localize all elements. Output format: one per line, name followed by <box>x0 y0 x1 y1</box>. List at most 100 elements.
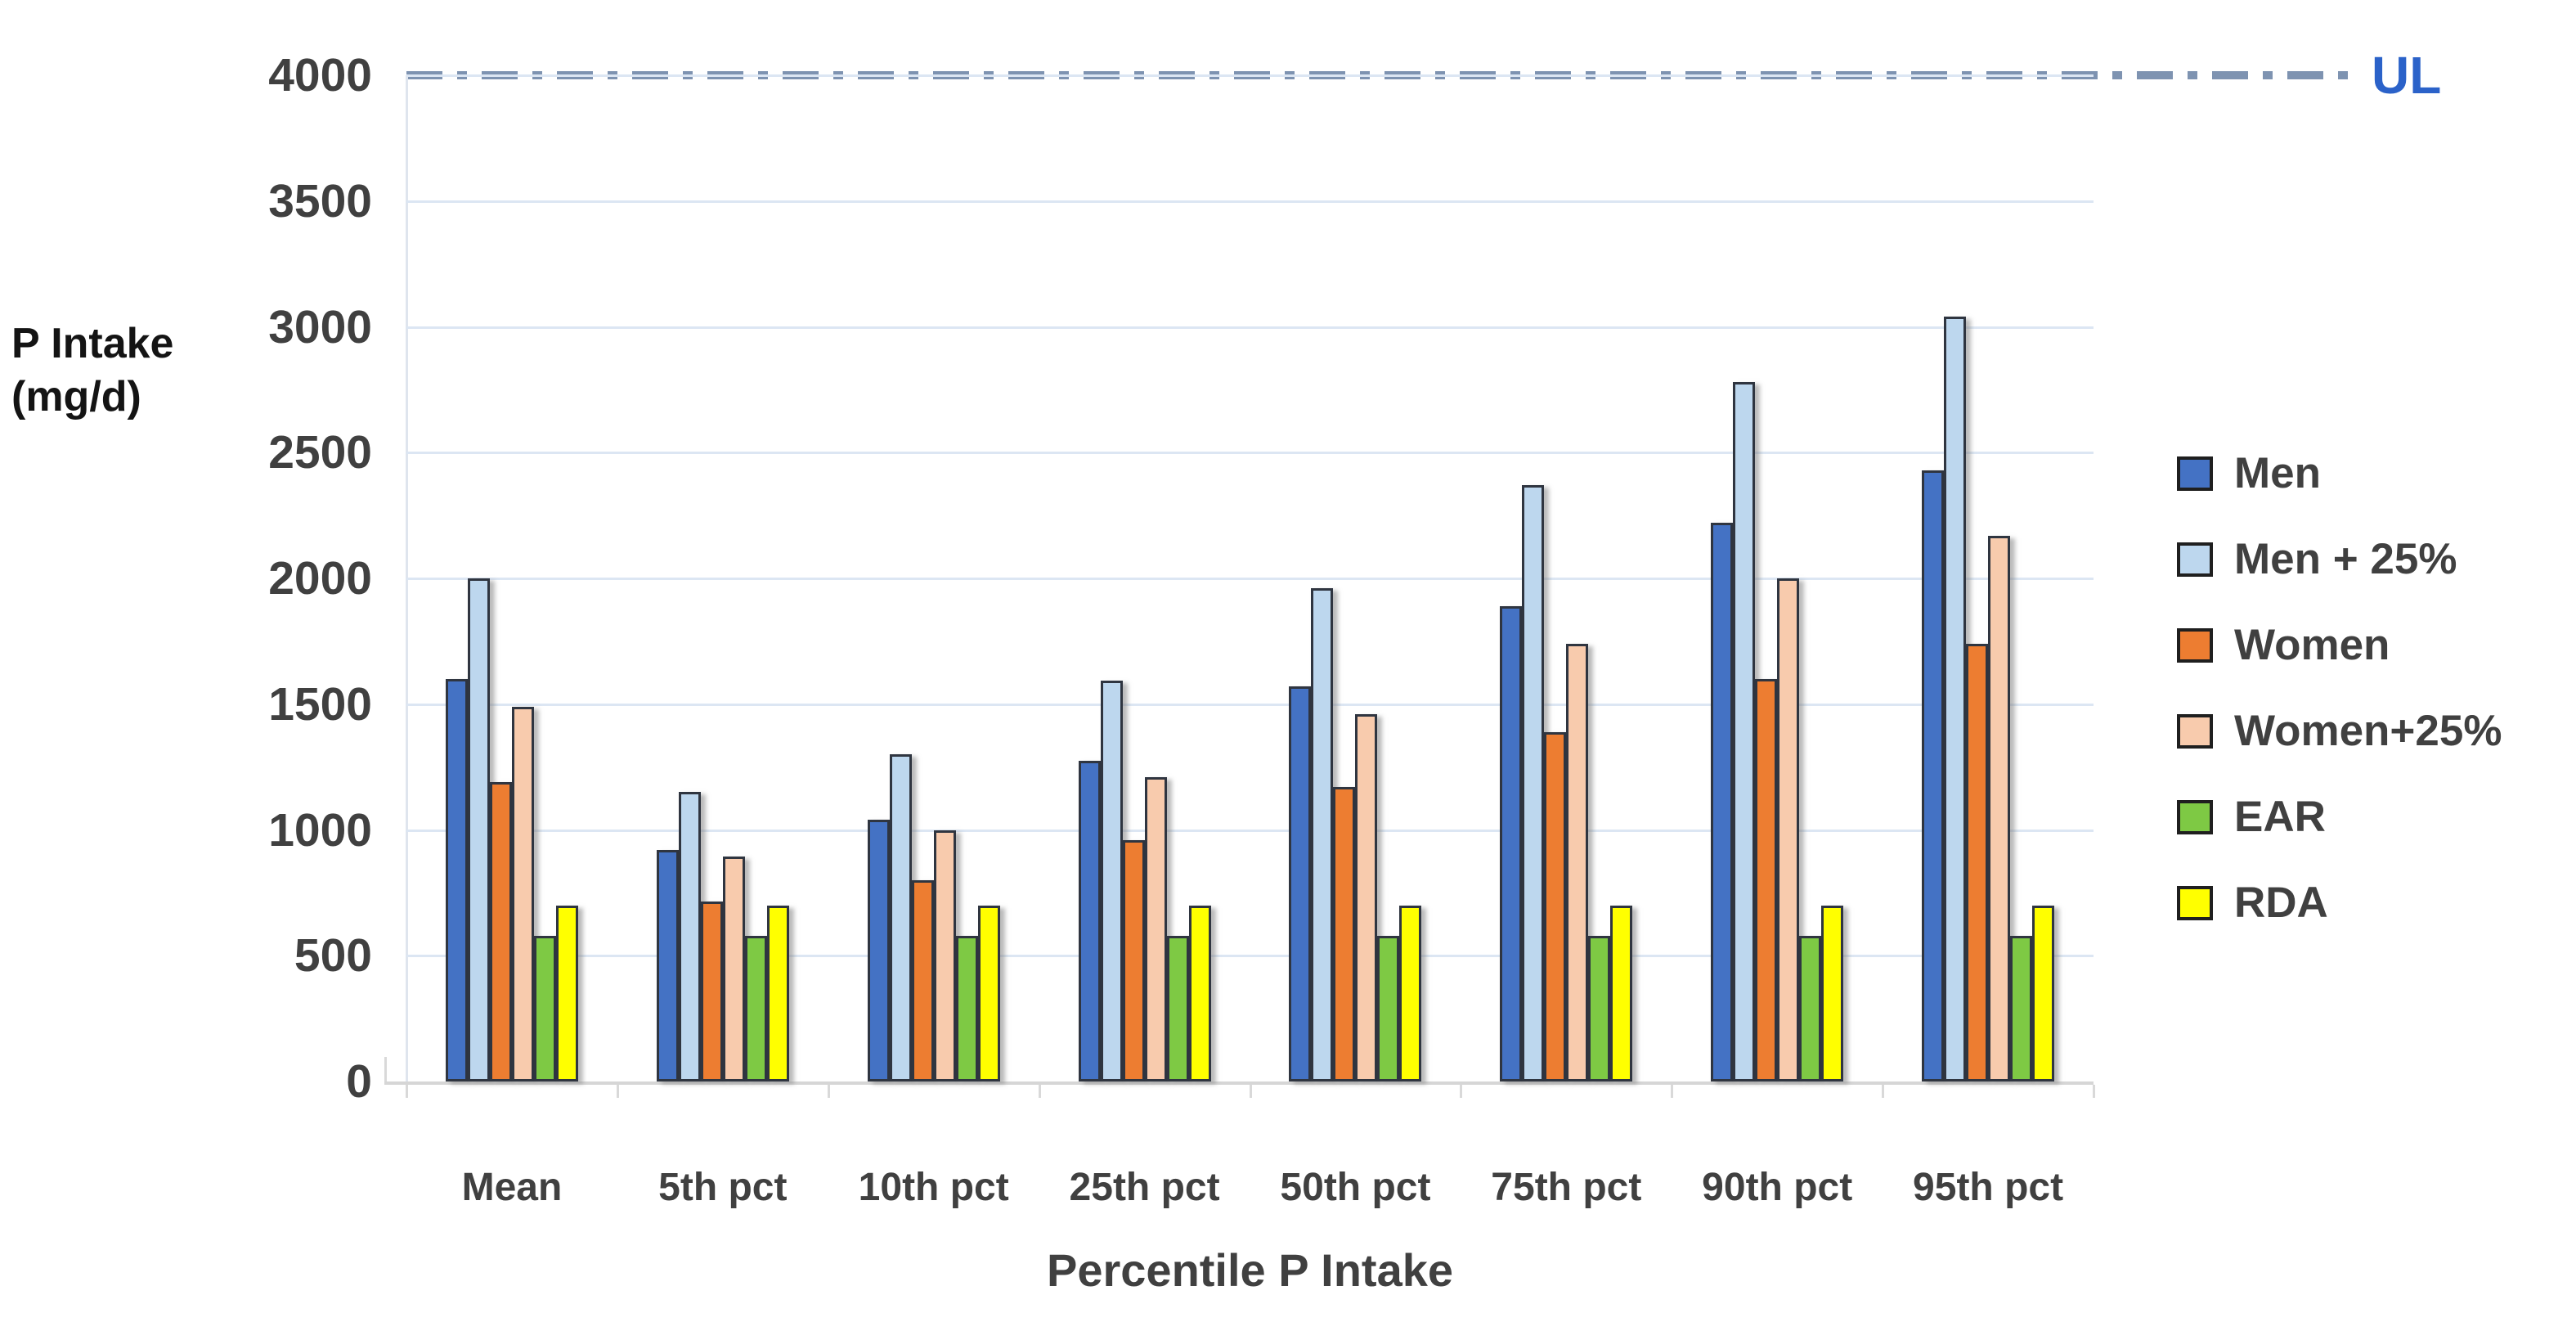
y-tick-label-2500: 2500 <box>268 426 372 479</box>
bar-women-90th-pct <box>1755 679 1778 1081</box>
legend-item-men: Men <box>2177 452 2502 495</box>
bar-ear-25th-pct <box>1166 935 1189 1081</box>
legend-swatch-men-25 <box>2177 542 2213 577</box>
x-axis-line <box>384 1081 2094 1085</box>
gridline-4000 <box>406 74 2094 77</box>
x-tick-mark <box>616 1085 619 1098</box>
legend-swatch-women <box>2177 627 2213 663</box>
bar-men-25-95th-pct <box>1944 317 1967 1081</box>
bar-men-25-90th-pct <box>1733 382 1756 1081</box>
x-category-label-50th-pct: 50th pct <box>1280 1166 1431 1209</box>
x-category-label-75th-pct: 75th pct <box>1491 1166 1642 1209</box>
bar-men-75th-pct <box>1500 605 1523 1081</box>
bar-women-25-95th-pct <box>1988 535 2011 1081</box>
bar-men-5th-pct <box>656 850 679 1081</box>
legend-item-women: Women <box>2177 623 2502 667</box>
bar-women-mean <box>489 782 512 1081</box>
x-category-label-25th-pct: 25th pct <box>1069 1166 1220 1209</box>
legend: Men Men + 25% Women Women+25% EAR RDA <box>2177 452 2502 924</box>
bar-men-10th-pct <box>867 820 890 1081</box>
bar-women-95th-pct <box>1966 643 1989 1081</box>
legend-item-women-25: Women+25% <box>2177 709 2502 753</box>
bar-ear-10th-pct <box>955 935 978 1081</box>
legend-label-rda: RDA <box>2234 879 2328 927</box>
legend-label-women: Women <box>2234 621 2390 669</box>
bar-men-50th-pct <box>1289 686 1312 1081</box>
legend-item-men-25: Men + 25% <box>2177 537 2502 581</box>
x-tick-mark <box>1882 1085 1885 1098</box>
bar-men-25-75th-pct <box>1522 485 1545 1081</box>
x-axis-title: Percentile P Intake <box>1047 1244 1453 1296</box>
y-axis-title-line2: (mg/d) <box>11 373 141 420</box>
y-axis-title-line1: P Intake <box>11 320 174 367</box>
x-category-label-10th-pct: 10th pct <box>858 1166 1009 1209</box>
bar-women-5th-pct <box>700 902 723 1081</box>
bar-women-25-5th-pct <box>722 856 745 1081</box>
bar-men-25th-pct <box>1078 760 1101 1081</box>
legend-swatch-ear <box>2177 799 2213 834</box>
x-category-label-90th-pct: 90th pct <box>1702 1166 1853 1209</box>
ul-label: UL <box>2372 46 2442 105</box>
x-tick-mark <box>2093 1085 2095 1098</box>
y-tick-label-2000: 2000 <box>268 552 372 605</box>
legend-label-men-25: Men + 25% <box>2234 535 2457 583</box>
x-category-label-5th-pct: 5th pct <box>658 1166 788 1209</box>
legend-item-ear: EAR <box>2177 795 2502 839</box>
y-tick-label-1500: 1500 <box>268 677 372 731</box>
y-axis-title: P Intake (mg/d) <box>11 317 173 424</box>
bar-women-25-75th-pct <box>1566 643 1589 1081</box>
bar-rda-5th-pct <box>766 905 789 1081</box>
legend-item-rda: RDA <box>2177 881 2502 924</box>
bar-women-25-mean <box>511 706 534 1081</box>
bar-men-25-25th-pct <box>1100 680 1123 1081</box>
bar-men-90th-pct <box>1711 523 1734 1081</box>
bar-rda-75th-pct <box>1610 905 1633 1081</box>
bar-women-25-10th-pct <box>933 830 956 1081</box>
axis-corner-tick <box>384 1057 387 1081</box>
y-tick-label-0: 0 <box>346 1055 372 1108</box>
y-tick-label-3500: 3500 <box>268 174 372 227</box>
bar-women-50th-pct <box>1333 787 1356 1081</box>
bar-ear-95th-pct <box>2010 935 2033 1081</box>
bar-ear-mean <box>533 935 556 1081</box>
bar-men-25-mean <box>467 578 490 1081</box>
gridline-3000 <box>406 326 2094 329</box>
bar-women-25th-pct <box>1122 839 1145 1081</box>
bar-ear-75th-pct <box>1588 935 1611 1081</box>
bar-women-75th-pct <box>1544 731 1567 1081</box>
gridline-500 <box>406 955 2094 958</box>
x-tick-mark <box>1671 1085 1674 1098</box>
bar-ear-50th-pct <box>1377 935 1400 1081</box>
x-category-label-95th-pct: 95th pct <box>1913 1166 2064 1209</box>
x-tick-mark <box>827 1085 830 1098</box>
bar-men-25-5th-pct <box>678 792 701 1081</box>
legend-label-women-25: Women+25% <box>2234 707 2502 755</box>
bar-rda-50th-pct <box>1399 905 1422 1081</box>
gridline-3500 <box>406 200 2094 203</box>
bar-rda-90th-pct <box>1821 905 1844 1081</box>
bar-women-25-25th-pct <box>1144 776 1167 1081</box>
bar-men-25-50th-pct <box>1311 588 1334 1081</box>
x-tick-mark <box>406 1085 408 1098</box>
bar-men-mean <box>445 679 468 1081</box>
x-tick-mark <box>1249 1085 1252 1098</box>
bar-rda-10th-pct <box>977 905 1000 1081</box>
x-tick-mark <box>1460 1085 1463 1098</box>
bar-women-10th-pct <box>911 880 934 1081</box>
gridline-1500 <box>406 703 2094 706</box>
gridline-2000 <box>406 578 2094 580</box>
y-tick-label-500: 500 <box>294 929 372 983</box>
legend-swatch-rda <box>2177 885 2213 920</box>
bar-rda-95th-pct <box>2032 905 2055 1081</box>
legend-label-ear: EAR <box>2234 793 2326 841</box>
bar-men-95th-pct <box>1922 470 1945 1081</box>
bar-ear-5th-pct <box>744 935 767 1081</box>
gridline-1000 <box>406 829 2094 832</box>
x-category-label-mean: Mean <box>461 1166 563 1209</box>
y-tick-label-3000: 3000 <box>268 300 372 353</box>
bar-women-25-50th-pct <box>1355 714 1378 1081</box>
y-tick-label-4000: 4000 <box>268 49 372 101</box>
bar-rda-25th-pct <box>1188 905 1211 1081</box>
legend-swatch-women-25 <box>2177 713 2213 749</box>
